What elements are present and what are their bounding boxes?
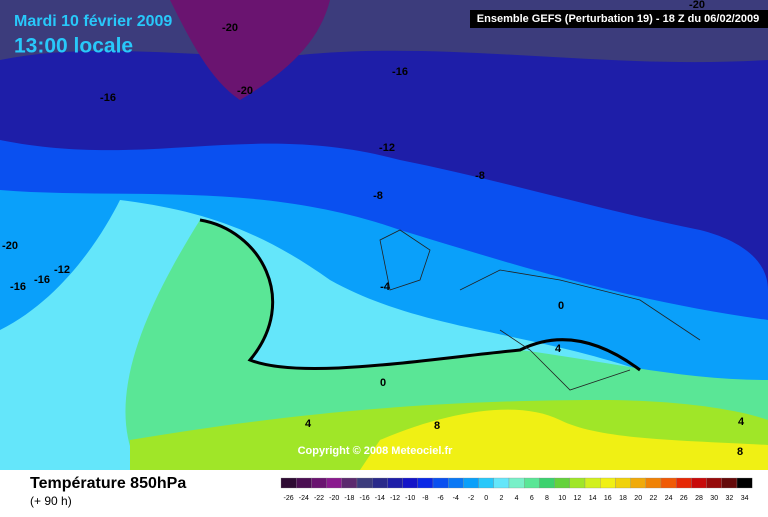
- legend-label: -2: [468, 495, 474, 502]
- legend-swatch: [432, 477, 449, 489]
- legend-swatch: [600, 477, 616, 489]
- zero-isotherm: [199, 218, 641, 372]
- legend-label: 16: [604, 495, 612, 502]
- contour-label: 4: [738, 416, 745, 428]
- contour-label: 8: [434, 420, 440, 432]
- legend-label: 0: [484, 495, 488, 502]
- legend-label: 20: [634, 495, 642, 502]
- legend-label: 14: [589, 495, 597, 502]
- legend-swatch: [645, 477, 662, 489]
- legend-label: 22: [650, 495, 658, 502]
- footer-title: Température 850hPa: [30, 475, 186, 492]
- legend-label: 26: [680, 495, 688, 502]
- contour-label: -8: [475, 170, 485, 182]
- legend-label: -6: [437, 495, 443, 502]
- legend-swatch: [721, 477, 738, 489]
- contour-label: -20: [222, 22, 238, 34]
- legend-label: -26: [284, 495, 294, 502]
- legend-swatch: [448, 477, 464, 489]
- legend-swatch: [539, 477, 555, 489]
- legend-swatch: [417, 477, 434, 489]
- field-coldest: [170, 0, 330, 100]
- legend-label: -8: [422, 495, 428, 502]
- legend-label: 10: [558, 495, 566, 502]
- legend-swatch: [691, 477, 707, 489]
- legend-label: -14: [375, 495, 385, 502]
- legend-swatch: [493, 477, 510, 489]
- legend-swatch: [463, 477, 479, 489]
- coastlines: [379, 229, 701, 391]
- contour-label: -20: [2, 240, 18, 252]
- model-info: Ensemble GEFS (Perturbation 19) - 18 Z d…: [477, 13, 759, 25]
- contour-label: 4: [555, 343, 562, 355]
- legend-swatch: [584, 477, 601, 489]
- contour-label: 4: [305, 418, 312, 430]
- legend-label: -22: [314, 495, 324, 502]
- contour-label: -16: [34, 274, 50, 286]
- legend-label: 32: [726, 495, 734, 502]
- legend-swatch: [676, 477, 692, 489]
- field-band: [360, 409, 768, 470]
- contour-label: 8: [737, 446, 743, 458]
- legend-label: 30: [710, 495, 718, 502]
- contour-label: -4: [380, 281, 391, 293]
- legend-label: -16: [360, 495, 370, 502]
- legend-label: -12: [390, 495, 400, 502]
- legend-swatch: [524, 477, 540, 489]
- contour-label: -16: [100, 92, 116, 104]
- legend-label: 18: [619, 495, 627, 502]
- contour-labels: -20 -20 -16 -16 -12 -8 -8 -20 -12 -16 -16 -4 0 0 4 4 8 8 4…: [2, 0, 745, 458]
- legend-swatch: [478, 477, 494, 489]
- legend-swatch: [280, 477, 297, 489]
- date: Mardi 10 février 2009: [14, 13, 172, 30]
- legend-label: -24: [299, 495, 309, 502]
- legend-swatch: [508, 477, 525, 489]
- legend-label: 28: [695, 495, 703, 502]
- legend-swatch: [296, 477, 312, 489]
- contour-label: 0: [380, 377, 386, 389]
- legend-label: 24: [665, 495, 673, 502]
- model-box: [470, 10, 768, 28]
- contour-label: -8: [373, 190, 383, 202]
- legend-swatch: [660, 477, 677, 489]
- contour-label: -12: [54, 264, 70, 276]
- contour-label: -12: [379, 142, 395, 154]
- legend-swatch: [736, 477, 753, 489]
- legend-label: -4: [453, 495, 459, 502]
- contour-label: 0: [558, 300, 564, 312]
- contour-label: -16: [392, 66, 408, 78]
- legend-swatch: [569, 477, 586, 489]
- copyright: Copyright © 2008 Meteociel.fr: [298, 445, 454, 457]
- legend-swatch: [387, 477, 403, 489]
- legend-swatch: [706, 477, 722, 489]
- legend-label: -10: [405, 495, 415, 502]
- color-legend: -26 -24 -22 -20 -18 -16 -14 -12 -10 -8 -6 -4 -2 0 2 4 6 8…: [280, 477, 753, 502]
- legend-label: -18: [344, 495, 354, 502]
- legend-swatch: [402, 477, 418, 489]
- legend-label: -20: [329, 495, 339, 502]
- contour-label: -16: [10, 281, 26, 293]
- legend-swatch: [372, 477, 388, 489]
- map-field: [0, 0, 768, 470]
- contour-label: -20: [237, 85, 253, 97]
- contour-label: -20: [689, 0, 705, 11]
- legend-label: 4: [515, 495, 519, 502]
- legend-label: 6: [530, 495, 534, 502]
- legend-swatch: [615, 477, 631, 489]
- legend-swatch: [311, 477, 327, 489]
- legend-swatch: [630, 477, 646, 489]
- time: 13:00 locale: [14, 35, 133, 58]
- legend-label: 2: [499, 495, 503, 502]
- legend-label: 34: [741, 495, 749, 502]
- legend-label: 8: [545, 495, 549, 502]
- legend-swatch: [326, 477, 342, 489]
- footer-lead: (+ 90 h): [30, 494, 72, 508]
- legend-label: 12: [574, 495, 582, 502]
- legend-swatch: [341, 477, 358, 489]
- legend-swatch: [356, 477, 373, 489]
- legend-swatch: [554, 477, 570, 489]
